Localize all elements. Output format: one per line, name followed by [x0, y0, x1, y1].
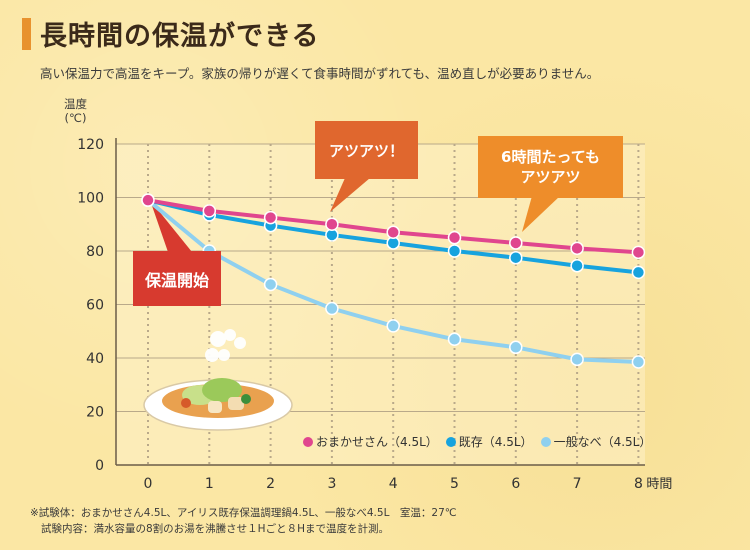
callout-after-6h: 6時間たっても アツアツ	[478, 136, 623, 198]
x-tick-label: 5	[450, 476, 459, 492]
callout-hot: アツアツ！	[315, 121, 418, 179]
y-tick-label: 120	[77, 137, 104, 153]
chart-legend: おまかせさん（4.5L） 既存（4.5L） 一般なべ（4.5L）	[303, 433, 651, 450]
legend-label: 一般なべ（4.5L）	[553, 435, 652, 449]
series-2-point	[263, 277, 278, 292]
series-2-point	[570, 352, 584, 367]
series-2-point	[447, 332, 462, 347]
series-0-point	[447, 230, 462, 245]
legend-marker	[445, 436, 456, 447]
y-axis-label-unit: (℃)	[64, 111, 87, 125]
footnote-line2: 試験内容：満水容量の8割のお湯を沸騰させ１Hごと８Hまで温度を計測。	[41, 523, 389, 535]
page-title: 長時間の保温ができる	[40, 21, 320, 52]
legend-marker	[540, 436, 551, 447]
legend-marker	[303, 436, 313, 447]
footnote-line1: ※試験体：おまかせさん4.5L、アイリス既存保温調理鍋4.5L、一般なべ4.5L…	[30, 507, 457, 519]
legend-item-existing: 既存（4.5L）	[445, 433, 533, 450]
x-tick-label: 8	[634, 476, 643, 492]
y-axis-label: 温度 (℃)	[64, 97, 87, 125]
series-2-point	[631, 355, 646, 369]
x-tick-label: 7	[573, 476, 582, 492]
series-1-point	[631, 265, 646, 280]
y-tick-label: 0	[95, 458, 104, 474]
callout-warming-start: 保温開始	[133, 251, 221, 306]
y-tick-label: 40	[86, 351, 104, 367]
y-axis-label-name: 温度	[64, 97, 87, 111]
footnote: ※試験体：おまかせさん4.5L、アイリス既存保温調理鍋4.5L、一般なべ4.5L…	[30, 505, 457, 537]
x-tick-label: 4	[389, 476, 398, 492]
x-tick-label: 3	[327, 476, 336, 492]
x-tick-label: 0	[144, 476, 153, 492]
x-tick-label: 6	[511, 476, 520, 492]
callout-pointer-after-6h	[522, 196, 560, 232]
series-0-point	[509, 236, 523, 250]
series-0-point	[202, 204, 217, 218]
y-tick-label: 20	[86, 405, 104, 421]
legend-label: 既存（4.5L）	[458, 435, 533, 449]
series-2-point	[386, 319, 400, 333]
series-0-point	[631, 245, 646, 260]
series-0-point	[386, 225, 400, 240]
legend-item-omakase: おまかせさん（4.5L）	[303, 433, 438, 450]
series-0-point	[141, 193, 155, 207]
legend-item-regular-pot: 一般なべ（4.5L）	[540, 433, 652, 450]
series-2-point	[509, 340, 523, 355]
series-2-point	[325, 301, 339, 316]
y-tick-label: 60	[86, 298, 104, 314]
dish-illustration-icon	[143, 329, 293, 431]
callout-after-6h-line2: アツアツ	[520, 168, 581, 186]
series-1-point	[570, 258, 584, 273]
series-0-point	[263, 210, 278, 225]
callout-pointer-hot	[330, 178, 370, 212]
series-0-point	[325, 217, 339, 231]
y-tick-label: 100	[77, 191, 104, 207]
legend-label: おまかせさん（4.5L）	[316, 435, 438, 449]
title-accent-bar	[22, 18, 31, 50]
y-tick-label: 80	[86, 244, 104, 260]
callout-after-6h-line1: 6時間たっても	[501, 148, 600, 166]
x-tick-label: 2	[266, 476, 275, 492]
series-0-point	[570, 241, 584, 256]
x-tick-label: 1	[205, 476, 214, 492]
series-1-point	[509, 250, 523, 265]
page-subtitle: 高い保温力で高温をキープ。家族の帰りが遅くて食事時間がずれても、温め直しが必要あ…	[40, 66, 600, 81]
series-1-point	[447, 244, 462, 258]
x-axis-label: 時間	[646, 477, 672, 492]
